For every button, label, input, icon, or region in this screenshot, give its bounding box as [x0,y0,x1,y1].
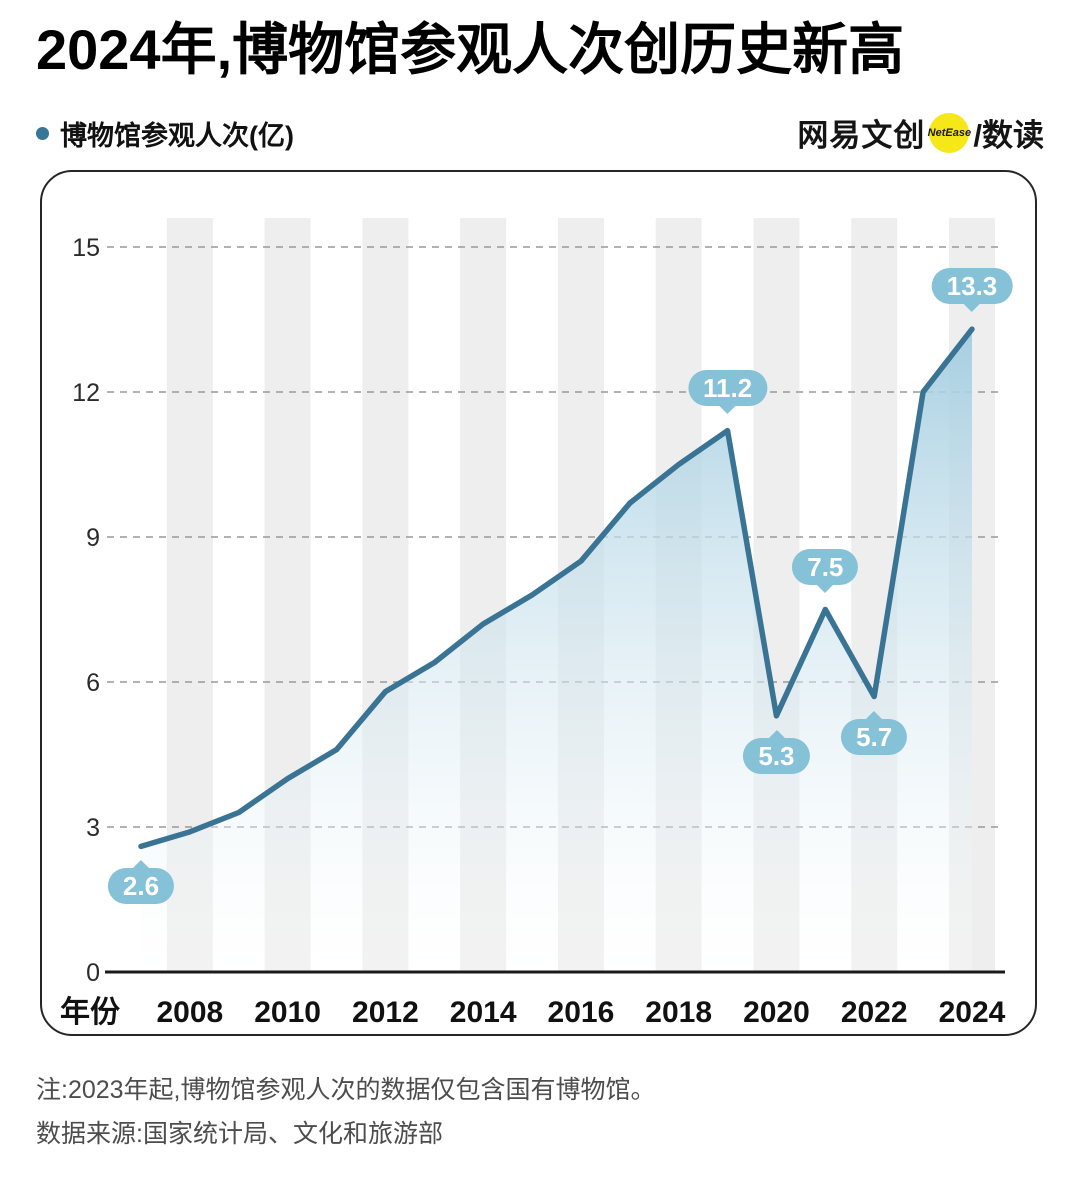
x-axis-tick: 2010 [254,996,321,1029]
chart-card: 0 3 6 9 12 15 2008 2010 2012 2014 2016 2018 2020 2022… [40,170,1037,1036]
x-axis-tick: 2012 [352,996,419,1029]
area-chart: 0 3 6 9 12 15 2008 2010 2012 2014 2016 2018 2020 2022… [60,218,1006,1029]
footnotes: 注:2023年起,博物馆参观人次的数据仅包含国有博物馆。 数据来源:国家统计局、… [36,1068,656,1156]
legend-dot-icon [36,127,49,140]
legend-label: 博物馆参观人次(亿) [60,121,294,151]
source-line: 数据来源:国家统计局、文化和旅游部 [36,1120,443,1148]
note-line: 注:2023年起,博物馆参观人次的数据仅包含国有博物馆。 [36,1076,656,1104]
brand-logo: 网易文创 NetEase /数读 [797,110,1044,155]
x-axis-tick: 2020 [743,996,810,1029]
netease-badge-icon: NetEase [928,112,971,153]
y-axis-tick: 9 [86,524,100,552]
brand-sub-name: /数读 [973,118,1044,153]
legend: 博物馆参观人次(亿) [36,114,294,153]
page-title: 2024年,博物馆参观人次创历史新高 [36,18,905,81]
x-axis-label: 年份 [60,996,120,1029]
x-axis-tick: 2024 [939,996,1006,1029]
x-axis-tick: 2014 [450,996,517,1029]
trend-line [138,326,975,850]
y-axis-tick: 0 [86,959,100,987]
x-axis-tick: 2022 [841,996,908,1029]
y-axis-tick: 6 [86,669,100,697]
x-axis-tick: 2008 [157,996,224,1029]
y-axis-tick: 12 [72,379,100,407]
area-fill [141,329,972,972]
y-axis-tick: 15 [72,234,100,262]
x-axis-tick: 2016 [548,996,615,1029]
x-axis-tick: 2018 [645,996,712,1029]
subheader: 博物馆参观人次(亿) 网易文创 NetEase /数读 [36,110,1044,154]
y-axis-tick: 3 [86,814,100,842]
brand-name: 网易文创 [797,118,926,153]
